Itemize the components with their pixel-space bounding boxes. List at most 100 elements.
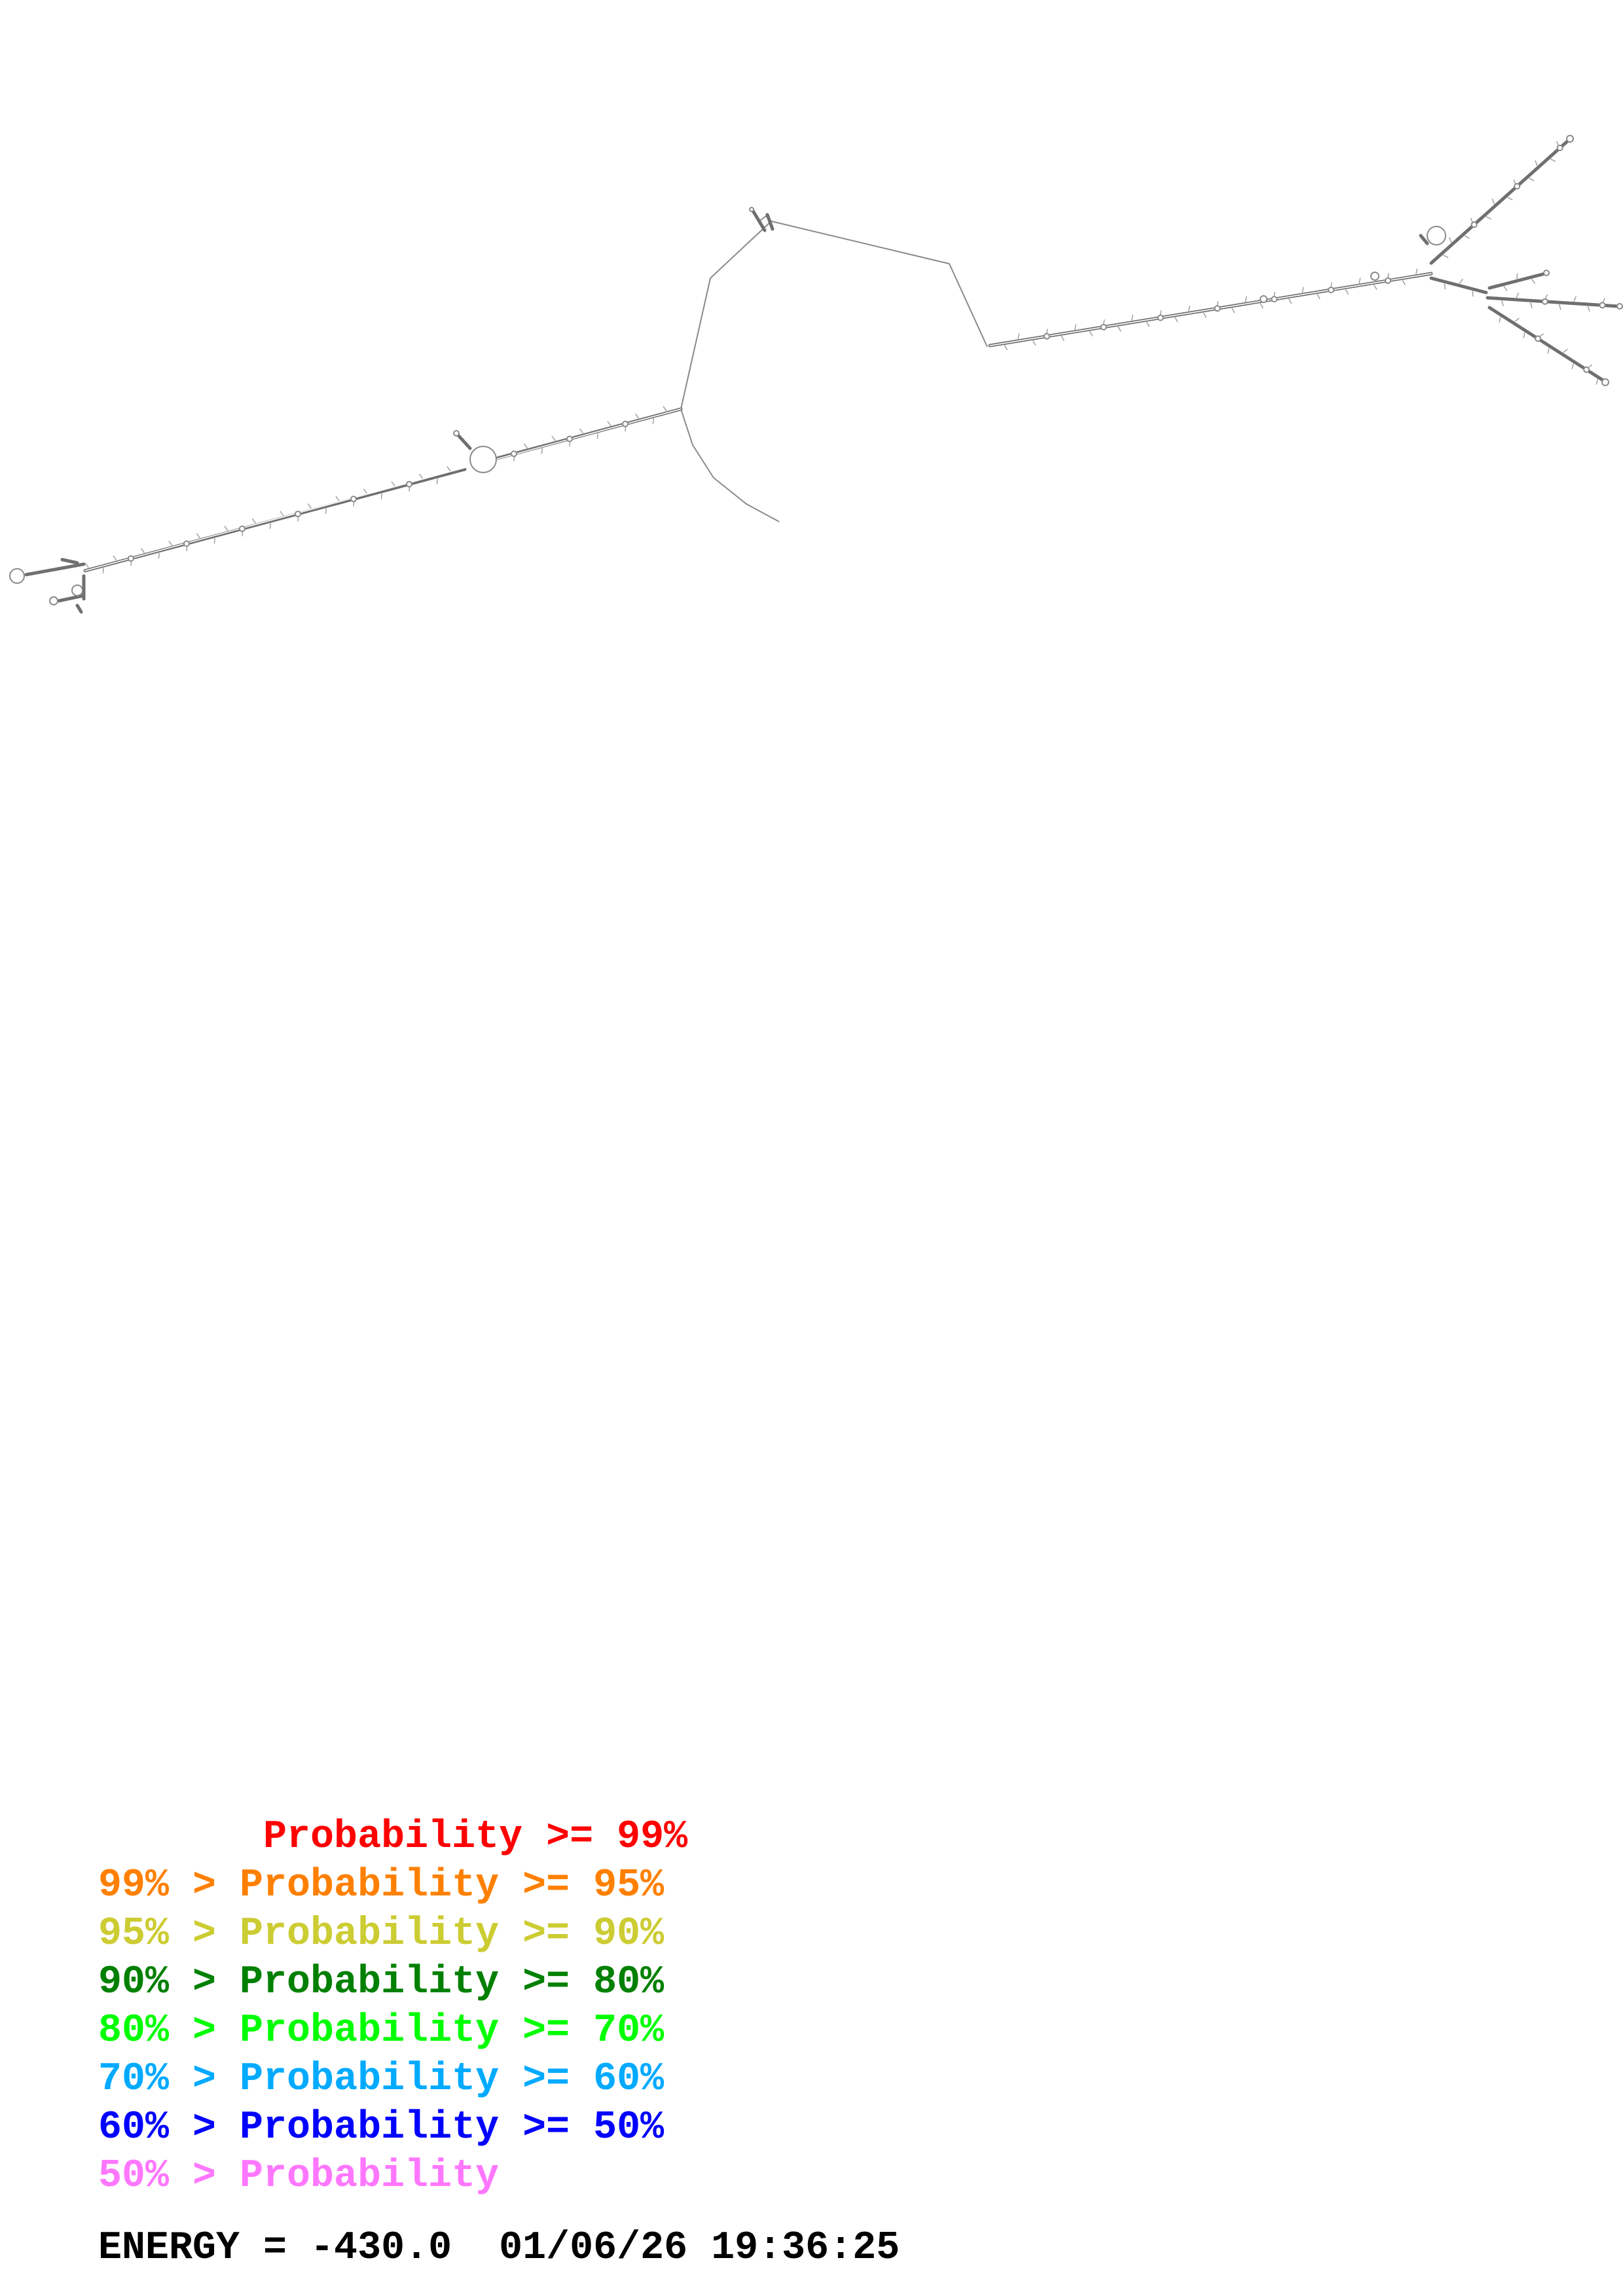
base-pair-tick bbox=[380, 493, 382, 499]
right-bulge-b bbox=[1260, 295, 1267, 303]
base-pair-tick bbox=[1472, 291, 1474, 297]
base-pair-tick bbox=[1516, 273, 1518, 279]
right-branch-up-internal bbox=[1427, 226, 1446, 245]
base-pair-tick bbox=[1032, 340, 1036, 346]
right-branch-short bbox=[1487, 272, 1547, 290]
right-multiloop bbox=[1419, 135, 1623, 386]
base-pair-tick bbox=[280, 511, 284, 516]
right-branch-up-side bbox=[1419, 234, 1429, 245]
legend-item: 60% > Probability >= 50% bbox=[98, 2106, 665, 2150]
base-pair-tick bbox=[551, 435, 556, 441]
nucleotide-marker bbox=[1043, 332, 1050, 340]
base-pair-tick bbox=[1004, 345, 1008, 351]
top-hairpin-stem-a bbox=[751, 209, 767, 232]
nucleotide-marker bbox=[1385, 277, 1391, 284]
nucleotide-marker bbox=[1157, 314, 1164, 321]
right-branch-short-loop bbox=[1543, 270, 1550, 276]
base-pair-tick bbox=[1503, 285, 1508, 291]
right-bulge-a bbox=[1370, 272, 1379, 281]
base-pair-tick bbox=[1563, 348, 1569, 353]
base-pair-tick bbox=[1449, 237, 1452, 243]
nucleotide-marker bbox=[1271, 296, 1278, 303]
left-terminal-stem-a bbox=[24, 562, 86, 577]
base-pair-tick bbox=[1203, 312, 1207, 318]
legend-item: Probability >= 99% bbox=[98, 1815, 688, 1859]
base-pair-tick bbox=[596, 433, 598, 439]
nucleotide-marker bbox=[1583, 366, 1590, 373]
nucleotide-marker bbox=[566, 435, 573, 442]
legend-item: 50% > Probability bbox=[98, 2154, 500, 2198]
rna-secondary-structure-diagram bbox=[9, 135, 1623, 614]
right-branch-right bbox=[1486, 296, 1620, 308]
base-pair-tick bbox=[251, 518, 256, 524]
base-pair-tick bbox=[1535, 160, 1538, 166]
left-terminal-loop-e bbox=[71, 584, 83, 596]
legend-item: 70% > Probability >= 60% bbox=[98, 2057, 665, 2102]
base-pair-tick bbox=[1573, 296, 1577, 302]
base-pair-tick bbox=[1531, 278, 1536, 284]
base-pair-tick bbox=[1359, 278, 1361, 284]
base-pair-tick bbox=[325, 508, 327, 514]
nucleotide-marker bbox=[1556, 145, 1563, 151]
base-pair-tick bbox=[579, 428, 584, 434]
energy-timestamp-footer: ENERGY = -430.0 01/06/26 19:36:25 bbox=[98, 2226, 900, 2270]
base-pair-tick bbox=[1596, 379, 1598, 385]
nucleotide-marker bbox=[183, 540, 190, 547]
base-pair-tick bbox=[1345, 289, 1349, 295]
base-pair-tick bbox=[1402, 279, 1406, 285]
right-branch-down-loop bbox=[1601, 378, 1609, 386]
base-pair-tick bbox=[335, 495, 340, 501]
base-pair-tick bbox=[1302, 287, 1304, 293]
base-pair-tick bbox=[1459, 278, 1463, 284]
left-terminal-stem-e bbox=[75, 603, 83, 614]
base-pair-tick bbox=[1514, 317, 1520, 322]
legend-item: 95% > Probability >= 90% bbox=[98, 1912, 665, 1956]
base-pair-tick bbox=[213, 538, 215, 544]
linker-center-top bbox=[680, 220, 988, 410]
left-terminal-loop-d bbox=[49, 596, 58, 605]
nucleotide-marker bbox=[350, 495, 357, 503]
base-pair-tick bbox=[140, 548, 145, 554]
base-pair-tick bbox=[447, 466, 451, 472]
legend-item: 90% > Probability >= 80% bbox=[98, 1960, 665, 2005]
right-branch-up-loop bbox=[1566, 135, 1574, 143]
top-hairpin-stem-b bbox=[765, 213, 775, 231]
backbone-linkers bbox=[680, 210, 988, 522]
base-pair-tick bbox=[1146, 321, 1150, 327]
right-branch-up bbox=[1429, 139, 1570, 265]
base-pair-tick bbox=[1507, 196, 1513, 201]
base-pair-tick bbox=[1074, 324, 1077, 330]
base-pair-tick bbox=[1260, 303, 1264, 309]
base-pair-tick bbox=[1529, 177, 1535, 181]
base-pair-tick bbox=[1443, 254, 1449, 259]
left-terminal-stem-d bbox=[57, 594, 86, 603]
base-pair-tick bbox=[1317, 294, 1321, 300]
nucleotide-marker bbox=[1541, 298, 1548, 305]
base-pair-tick bbox=[1118, 326, 1122, 332]
base-pair-tick bbox=[1131, 315, 1133, 321]
base-pair-tick bbox=[1175, 317, 1178, 323]
base-pair-tick bbox=[634, 413, 640, 419]
left-terminal-branches bbox=[9, 558, 86, 614]
base-pair-tick bbox=[113, 555, 117, 561]
nucleotide-marker bbox=[295, 511, 301, 518]
base-pair-tick bbox=[168, 540, 173, 546]
right-branch-mid bbox=[1429, 276, 1488, 295]
left-terminal-loop-a bbox=[9, 568, 25, 584]
base-pair-tick bbox=[1530, 302, 1533, 308]
base-pair-tick bbox=[1587, 306, 1590, 312]
nucleotide-marker bbox=[127, 555, 134, 562]
right-helix-center-line bbox=[989, 273, 1432, 346]
nucleotide-marker bbox=[511, 450, 517, 457]
base-pair-tick bbox=[84, 563, 89, 568]
base-pair-tick bbox=[1499, 317, 1501, 323]
base-pair-ticks bbox=[84, 141, 1606, 574]
nucleotide-marker bbox=[1214, 305, 1221, 312]
left-internal-loop bbox=[469, 446, 497, 473]
top-hairpin bbox=[749, 207, 775, 232]
nucleotide-marker bbox=[1599, 302, 1606, 309]
base-pair-tick bbox=[363, 488, 367, 494]
base-pair-tick bbox=[1017, 333, 1020, 340]
nucleotide-marker bbox=[1328, 287, 1335, 293]
left-side-stem bbox=[455, 432, 472, 450]
